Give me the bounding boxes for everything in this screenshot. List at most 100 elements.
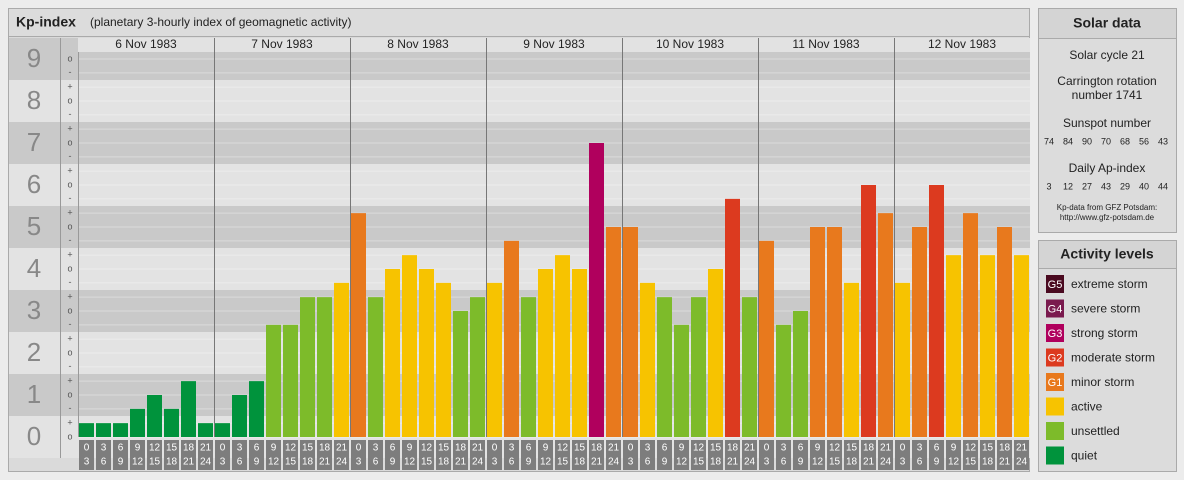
date-label: 6 Nov 1983	[115, 37, 177, 51]
hour-end: 24	[880, 457, 892, 468]
level-name: quiet	[1071, 449, 1098, 463]
bar	[385, 269, 400, 437]
hour-start: 0	[220, 443, 226, 454]
minor-tick-label: -	[69, 277, 72, 287]
hour-end: 15	[693, 457, 705, 468]
hour-end: 12	[132, 457, 144, 468]
hour-box	[266, 440, 281, 470]
hour-end: 12	[948, 457, 960, 468]
hour-start: 21	[608, 443, 620, 454]
hour-end: 24	[472, 457, 484, 468]
hour-start: 12	[149, 443, 161, 454]
hour-box	[827, 440, 842, 470]
bar	[572, 269, 587, 437]
hour-end: 9	[254, 457, 260, 468]
minor-tick-label: -	[69, 235, 72, 245]
bar	[487, 282, 502, 437]
bar	[147, 395, 162, 437]
hour-start: 18	[727, 443, 739, 454]
bar	[164, 408, 179, 437]
level-swatch	[1046, 446, 1064, 465]
bar	[895, 282, 910, 437]
bar	[980, 255, 995, 437]
hour-start: 18	[999, 443, 1011, 454]
date-label: 10 Nov 1983	[656, 37, 724, 51]
hour-start: 6	[662, 443, 668, 454]
hour-box	[79, 440, 94, 470]
hour-start: 15	[846, 443, 858, 454]
bar	[317, 297, 332, 437]
hour-start: 15	[574, 443, 586, 454]
hour-start: 3	[781, 443, 787, 454]
chart-title: Kp-index	[16, 14, 76, 30]
hour-box	[215, 440, 230, 470]
y-tick-label: 1	[27, 379, 41, 409]
hour-start: 12	[693, 443, 705, 454]
chart-subtitle: (planetary 3-hourly index of geomagnetic…	[90, 15, 351, 29]
hour-start: 12	[285, 443, 297, 454]
hour-start: 9	[135, 443, 141, 454]
hour-box	[946, 440, 961, 470]
hour-end: 6	[101, 457, 107, 468]
bar	[215, 423, 230, 437]
hour-box	[130, 440, 145, 470]
minor-tick-label: +	[67, 250, 72, 260]
minor-tick-label: o	[67, 389, 72, 399]
minor-tick-label: o	[67, 263, 72, 273]
bar	[878, 213, 893, 437]
hour-start: 12	[421, 443, 433, 454]
band	[9, 374, 1030, 416]
level-swatch	[1046, 422, 1064, 440]
hour-box	[997, 440, 1012, 470]
bar	[640, 282, 655, 437]
hour-start: 3	[237, 443, 243, 454]
bar	[606, 227, 621, 437]
hour-box	[1014, 440, 1029, 470]
sunspot-value: 84	[1063, 136, 1073, 146]
hour-end: 12	[676, 457, 688, 468]
hour-end: 18	[438, 457, 450, 468]
hour-start: 0	[84, 443, 90, 454]
bar	[130, 408, 145, 437]
minor-tick-label: +	[67, 166, 72, 176]
bar	[79, 423, 94, 437]
minor-tick-label: +	[67, 82, 72, 92]
hour-start: 15	[982, 443, 994, 454]
hour-box	[980, 440, 995, 470]
hour-end: 3	[492, 457, 498, 468]
hour-end: 15	[285, 457, 297, 468]
date-header	[78, 38, 1030, 52]
hour-start: 0	[900, 443, 906, 454]
bar	[793, 311, 808, 437]
hour-box	[453, 440, 468, 470]
rotation: number 1741	[1072, 88, 1143, 102]
bar	[691, 297, 706, 437]
hour-end: 24	[608, 457, 620, 468]
minor-tick-label: -	[69, 361, 72, 371]
hour-start: 18	[183, 443, 195, 454]
hour-end: 3	[84, 457, 90, 468]
bar	[997, 227, 1012, 437]
bar	[113, 423, 128, 437]
hour-box	[555, 440, 570, 470]
ap-value: 44	[1158, 181, 1168, 191]
minor-tick-label: +	[67, 124, 72, 134]
bar	[759, 240, 774, 437]
hour-box	[657, 440, 672, 470]
bar	[181, 381, 196, 437]
bar	[708, 269, 723, 437]
hour-end: 6	[781, 457, 787, 468]
hour-end: 6	[917, 457, 923, 468]
levels-title: Activity levels	[1060, 246, 1154, 262]
hour-box	[96, 440, 111, 470]
y-tick-label: 3	[27, 295, 41, 325]
sunspot-value: 74	[1044, 136, 1054, 146]
bar	[742, 297, 757, 437]
bar	[844, 282, 859, 437]
ap-value: 12	[1063, 181, 1073, 191]
source: http://www.gfz-potsdam.de	[1060, 213, 1155, 222]
minor-tick-label: o	[67, 53, 72, 63]
hour-end: 21	[319, 457, 331, 468]
level-name: moderate storm	[1071, 351, 1155, 365]
hour-box	[419, 440, 434, 470]
